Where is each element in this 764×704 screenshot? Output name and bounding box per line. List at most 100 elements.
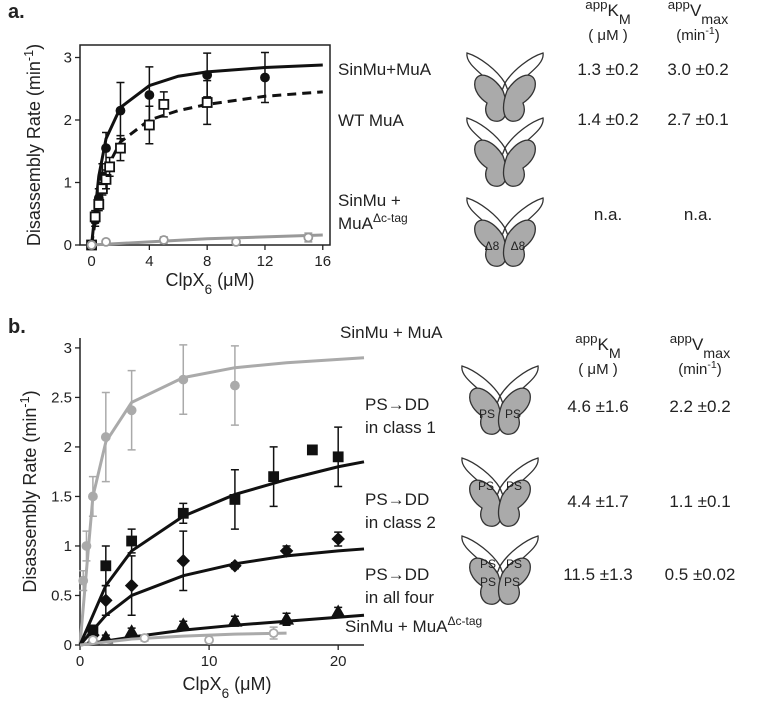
data-point	[126, 535, 138, 547]
column-unit: (min-1)	[676, 25, 720, 44]
column-header: appVmax	[670, 331, 730, 363]
fit-curve	[90, 90, 323, 246]
x-tick-label: 0	[87, 253, 95, 270]
fit-curve	[79, 631, 287, 647]
text-part: app	[668, 0, 690, 12]
fit-curve	[78, 460, 365, 646]
y-tick-label: 0	[64, 637, 72, 654]
text-part: V	[692, 335, 704, 354]
data-point	[330, 604, 346, 618]
diagram-label: PS	[506, 557, 522, 571]
data-point	[144, 90, 155, 100]
series-label: MuAΔc-tag	[338, 211, 408, 233]
text-part: -1	[705, 25, 714, 37]
y-axis-label: Disassembly Rate (min-1)	[22, 44, 44, 246]
diagram-label: PS	[480, 557, 496, 571]
y-tick-label: 0	[64, 237, 72, 254]
x-axis-label: ClpX6 (μM)	[183, 674, 272, 701]
vmax-value: 1.1 ±0.1	[669, 492, 730, 511]
column-header: appVmax	[668, 0, 728, 28]
data-point	[202, 70, 213, 80]
text-part: -1	[707, 359, 716, 371]
text-part: 6	[222, 686, 230, 701]
data-point	[306, 444, 318, 456]
text-part: in class 2	[365, 513, 436, 532]
text-part: SinMu +	[338, 191, 401, 210]
data-point	[278, 611, 295, 625]
data-point	[139, 633, 150, 643]
y-tick-label: 2	[64, 439, 72, 456]
text-part: app	[585, 0, 607, 12]
text-part: max	[701, 12, 728, 28]
column-unit: ( μM )	[588, 27, 627, 44]
mua-diagram	[466, 197, 544, 267]
text-part: (min	[676, 27, 705, 44]
data-point	[178, 374, 189, 385]
text-part: M	[609, 346, 621, 362]
mua-diagram	[466, 117, 544, 187]
text-part: PS→DD	[365, 565, 429, 584]
text-part: ( μM )	[588, 27, 627, 44]
data-point	[101, 143, 111, 154]
text-part: app	[575, 331, 597, 346]
mua-diagram	[461, 365, 539, 435]
series-label: WT MuA	[338, 111, 404, 130]
text-part: SinMu+MuA	[338, 60, 432, 79]
mua-diagram	[466, 52, 544, 122]
text-part: Δc-tag	[373, 211, 408, 225]
plot-frame	[79, 44, 331, 246]
series-label: SinMu + MuA	[340, 323, 443, 342]
series-label: PS→DD	[365, 565, 429, 584]
mua-diagram	[461, 535, 539, 605]
data-point	[158, 98, 170, 110]
km-value: 1.3 ±0.2	[577, 60, 638, 79]
text-part: ( μM )	[578, 361, 617, 378]
column-header: appKM	[585, 0, 630, 28]
text-part: ClpX	[166, 270, 205, 290]
data-point	[89, 211, 101, 223]
vmax-value: 2.7 ±0.1	[667, 110, 728, 129]
x-tick-label: 12	[257, 253, 274, 270]
series-label: PS→DD	[365, 490, 429, 509]
km-value: 4.4 ±1.7	[567, 492, 628, 511]
text-part: )	[20, 390, 40, 396]
y-tick-label: 0.5	[51, 587, 72, 604]
diagram-label: PS	[505, 407, 521, 421]
x-axis-label: ClpX6 (μM)	[166, 270, 255, 297]
diagram-label: PS	[480, 575, 496, 589]
fit-curve	[78, 356, 365, 646]
vmax-value: 2.2 ±0.2	[669, 397, 730, 416]
km-value: 1.4 ±0.2	[577, 110, 638, 129]
data-point	[88, 635, 98, 645]
data-point	[260, 72, 270, 83]
text-part: ClpX	[183, 674, 222, 694]
data-point	[124, 624, 140, 638]
data-point	[88, 491, 98, 502]
data-point	[101, 236, 111, 247]
km-value: 11.5 ±1.3	[563, 565, 633, 584]
data-point	[268, 471, 280, 483]
text-part: in class 1	[365, 418, 436, 437]
x-tick-label: 20	[330, 653, 347, 670]
text-part: M	[619, 12, 631, 28]
text-part: (μM)	[229, 674, 271, 694]
data-point	[86, 240, 97, 250]
series-label: in class 1	[365, 418, 436, 437]
data-point	[332, 451, 344, 463]
data-point	[126, 405, 137, 416]
x-tick-label: 4	[145, 253, 153, 270]
y-tick-label: 1	[64, 538, 72, 555]
diagram-label: Δ8	[511, 239, 526, 253]
data-point	[100, 173, 112, 185]
data-point	[81, 541, 92, 551]
data-point	[93, 198, 105, 210]
fit-curve	[91, 233, 323, 247]
y-axis-label: Disassembly Rate (min-1)	[18, 390, 40, 592]
text-part: K	[607, 1, 619, 20]
data-point	[177, 507, 189, 519]
text-part: 6	[205, 282, 213, 297]
text-part: WT MuA	[338, 111, 404, 130]
text-part: )	[24, 44, 44, 50]
